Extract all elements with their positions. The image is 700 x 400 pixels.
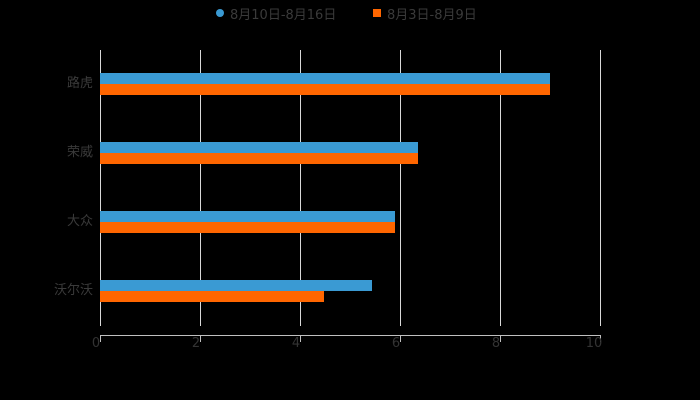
bar-series-2-dazhong[interactable] [100,222,395,233]
chart-legend: 8月10日-8月16日 8月3日-8月9日 [0,3,700,23]
bar-series-2-woerwo[interactable] [100,291,324,302]
x-axis-tick [500,335,501,342]
x-axis-tick [400,335,401,342]
x-axis-tick [100,335,101,342]
gridline [600,50,601,326]
legend-circle-icon [216,9,224,17]
legend-item-series-1[interactable]: 8月10日-8月16日 [216,3,336,23]
x-tick-label: 0 [91,336,101,351]
category-label: 大众 [66,214,93,229]
x-tick-label: 2 [191,336,201,351]
x-tick-label: 10 [585,336,603,351]
gridline [400,50,401,326]
legend-label: 8月3日-8月9日 [387,7,477,23]
bar-series-1-dazhong[interactable] [100,211,395,222]
bar-series-1-rongwei[interactable] [100,142,418,153]
bar-series-1-woerwo[interactable] [100,280,372,291]
gridline [300,50,301,326]
gridline [100,50,101,326]
x-axis-tick [200,335,201,342]
gridline [500,50,501,326]
category-label: 荣威 [66,145,93,160]
x-tick-label: 8 [491,336,501,351]
x-axis-tick [600,335,601,342]
x-axis-line [100,335,601,336]
bar-series-2-luhu[interactable] [100,84,550,95]
x-tick-label: 4 [291,336,301,351]
category-label: 沃尔沃 [53,283,93,298]
x-tick-label: 6 [391,336,401,351]
bar-series-1-luhu[interactable] [100,73,550,84]
category-label: 路虎 [66,76,93,91]
legend-label: 8月10日-8月16日 [230,7,337,23]
legend-square-icon [373,9,381,17]
gridline [200,50,201,326]
x-axis-tick [300,335,301,342]
legend-item-series-2[interactable]: 8月3日-8月9日 [373,3,477,23]
bar-series-2-rongwei[interactable] [100,153,418,164]
